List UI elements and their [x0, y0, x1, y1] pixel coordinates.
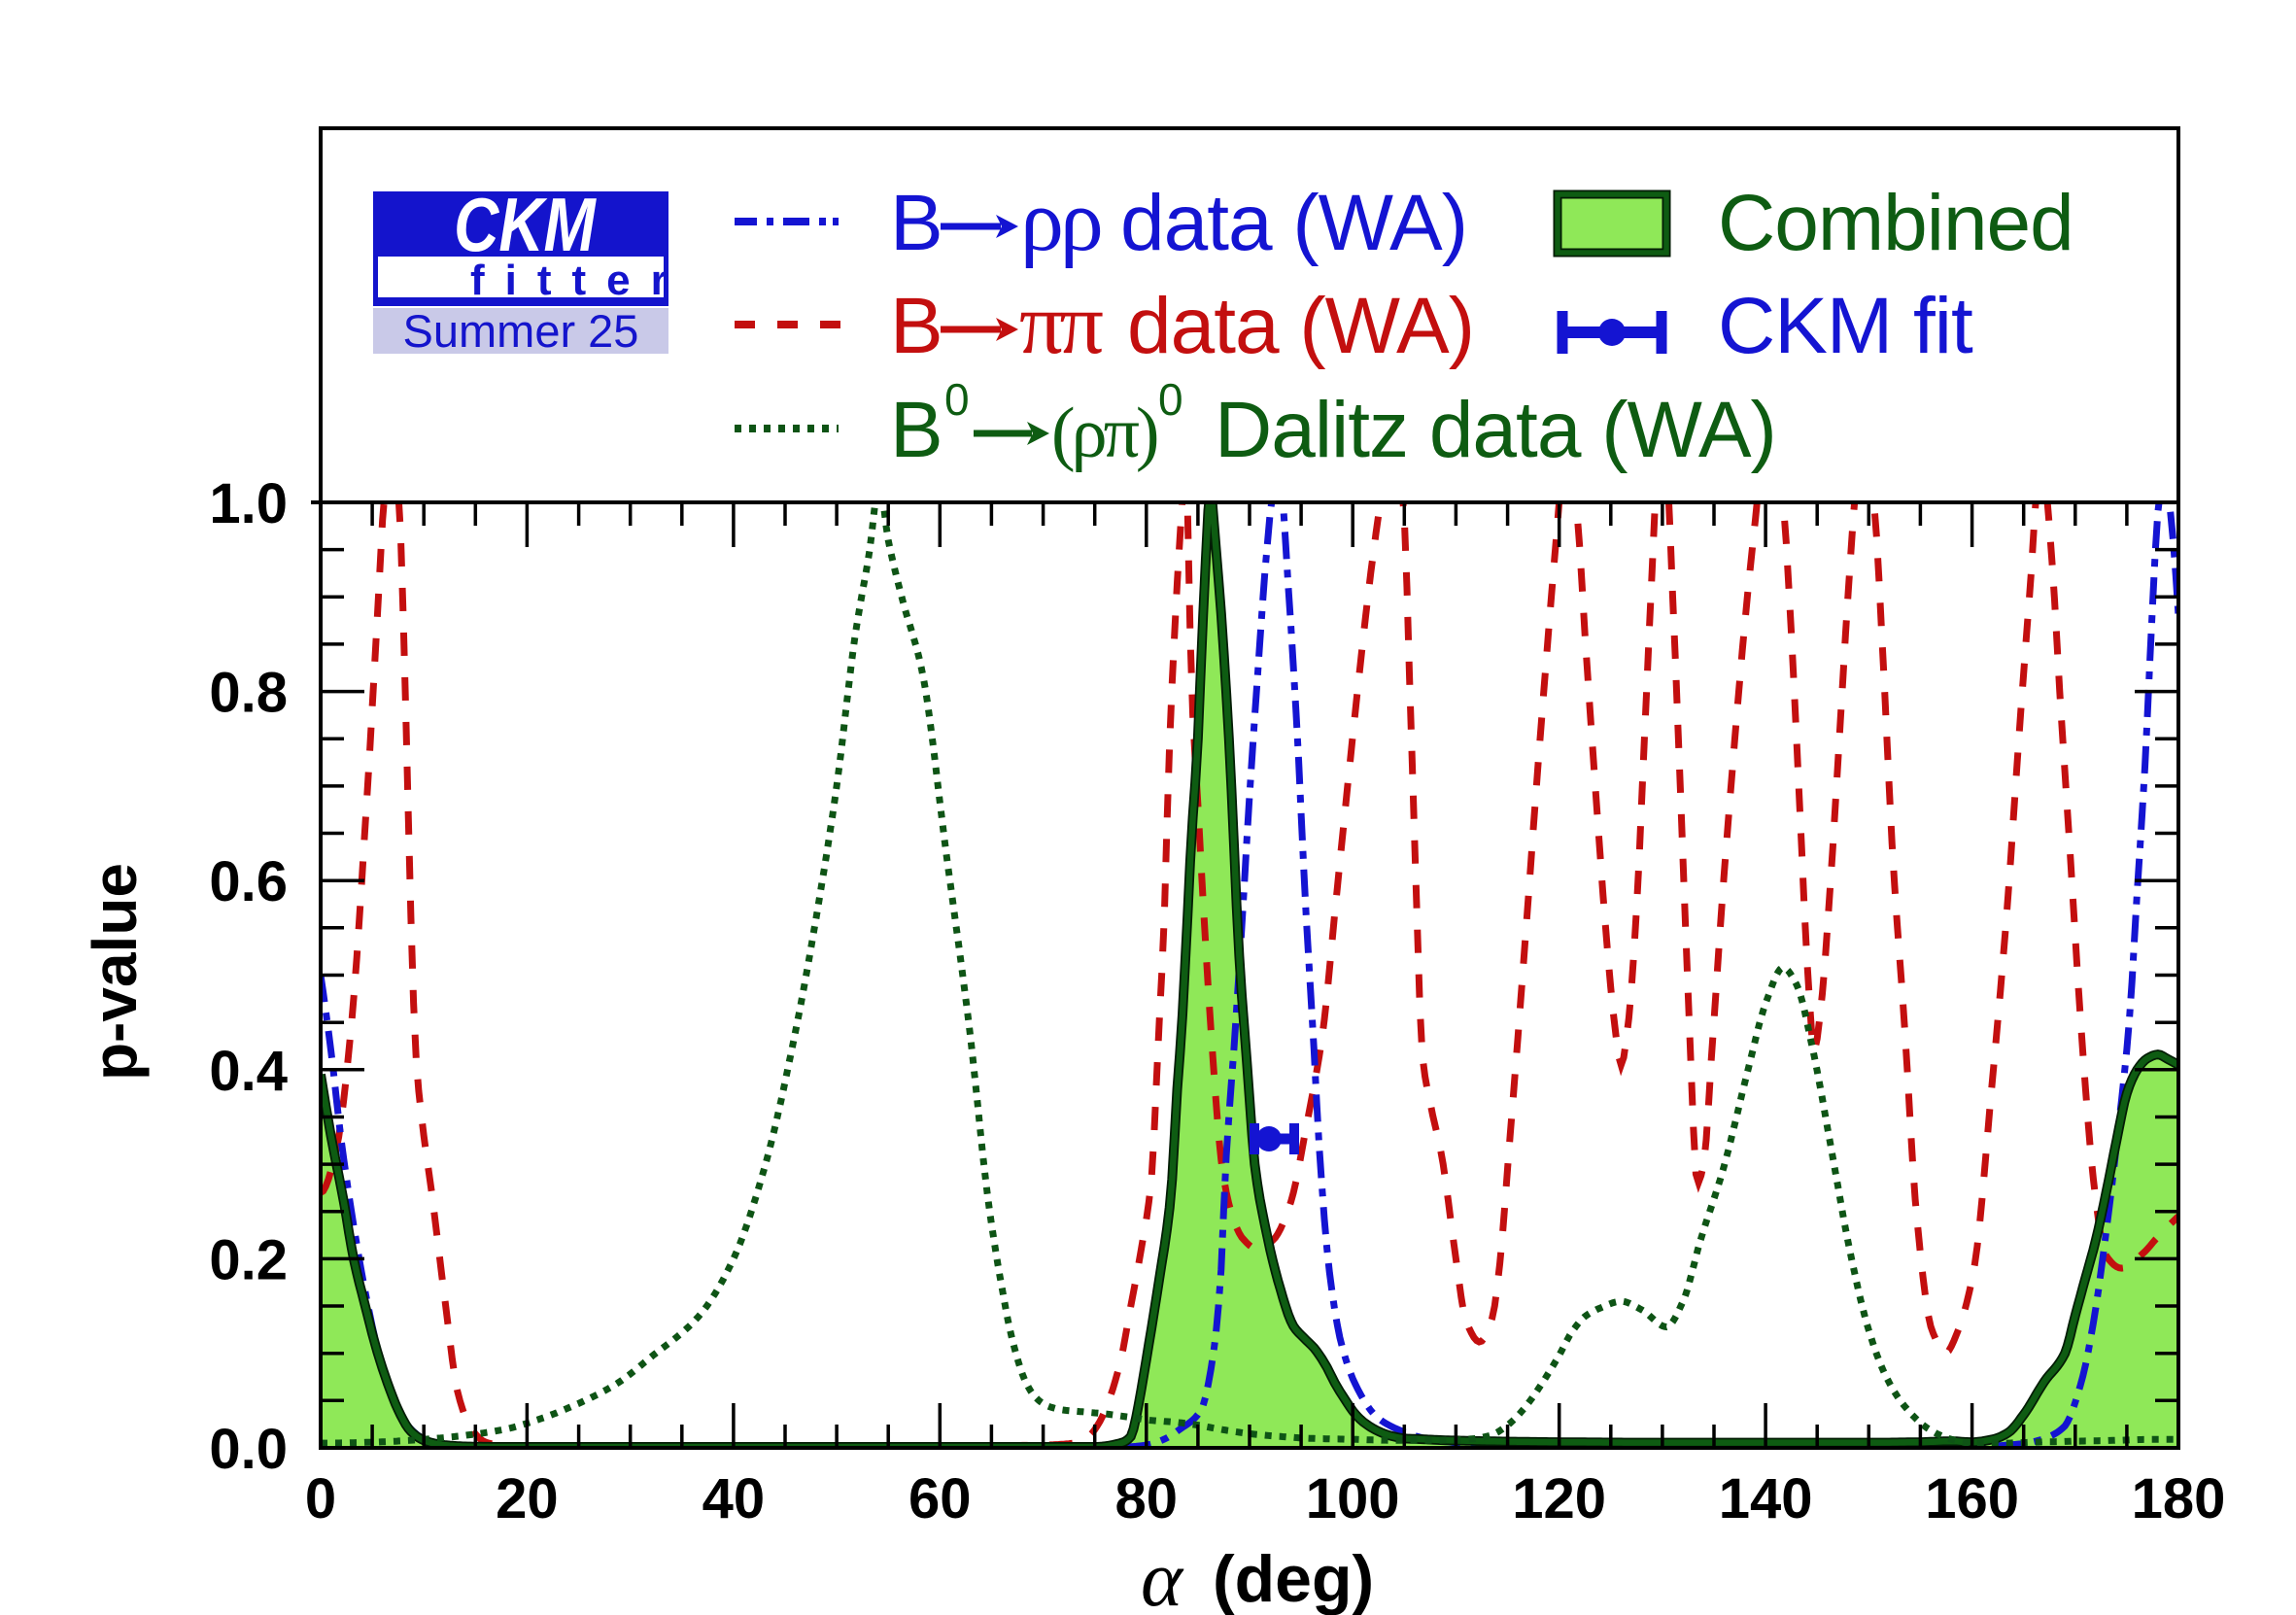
svg-text:fitter: fitter [470, 257, 688, 304]
svg-text:80: 80 [1115, 1467, 1179, 1530]
svg-text:0: 0 [305, 1467, 336, 1530]
svg-text:1.0: 1.0 [209, 472, 288, 535]
svg-text:0.0: 0.0 [209, 1418, 288, 1481]
svg-text:0.2: 0.2 [209, 1228, 288, 1291]
svg-text:Summer 25: Summer 25 [403, 305, 639, 357]
svg-text:20: 20 [496, 1467, 559, 1530]
svg-text:180: 180 [2132, 1467, 2226, 1530]
svg-text:0.8: 0.8 [209, 662, 288, 725]
svg-text:α: α [1141, 1534, 1184, 1615]
svg-text:0.4: 0.4 [209, 1040, 288, 1103]
svg-text:0.6: 0.6 [209, 850, 288, 913]
svg-text:100: 100 [1306, 1467, 1400, 1530]
svg-text:140: 140 [1719, 1467, 1813, 1530]
svg-text:120: 120 [1512, 1467, 1606, 1530]
svg-text:(deg): (deg) [1213, 1542, 1374, 1615]
svg-text:CKM: CKM [454, 183, 597, 267]
svg-text:Combined: Combined [1718, 179, 2073, 267]
svg-text:160: 160 [1925, 1467, 2019, 1530]
svg-text:60: 60 [908, 1467, 972, 1530]
svg-text:p-value: p-value [80, 863, 150, 1081]
svg-text:CKM fit: CKM fit [1718, 282, 1973, 370]
svg-text:40: 40 [703, 1467, 766, 1530]
